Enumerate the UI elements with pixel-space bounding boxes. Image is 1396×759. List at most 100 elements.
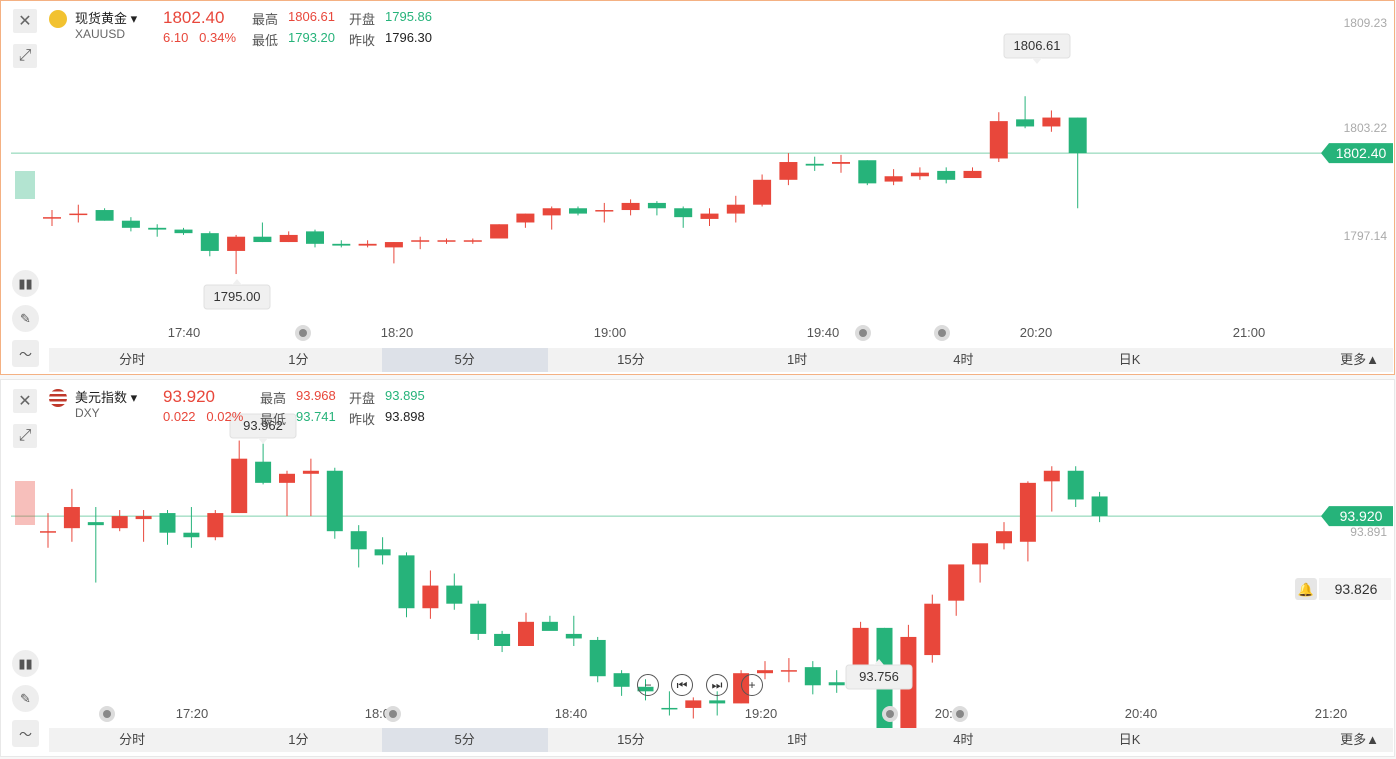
candle-body [757, 670, 773, 674]
candle-body [302, 470, 319, 474]
high-value: 1806.61 [288, 9, 335, 24]
candle-body [1016, 119, 1035, 127]
bell-glyph: 🔔 [1298, 582, 1314, 597]
prev-close-label: 昨收 [349, 33, 376, 48]
tab-3[interactable]: 15分 [617, 732, 645, 747]
zoom-out-icon[interactable]: − [637, 674, 659, 696]
candle-body [516, 213, 535, 223]
candlestick-icon[interactable]: ▮▮ [12, 270, 39, 297]
close-icon[interactable]: ✕ [13, 389, 37, 413]
tab-6[interactable]: 日K [1118, 352, 1141, 367]
step-back-icon[interactable]: ⏮ [671, 674, 693, 696]
indicator-icon[interactable]: 〜 [12, 720, 39, 747]
high-label: 最高 [252, 12, 279, 27]
high-value: 93.968 [296, 388, 336, 403]
partial-candle [15, 481, 35, 525]
candle-body [200, 233, 219, 251]
candle-body [374, 549, 391, 556]
candle-body [884, 176, 903, 182]
tab-4[interactable]: 1时 [787, 732, 808, 747]
candle-body [1091, 496, 1108, 517]
candle-body [411, 240, 430, 242]
tab-5[interactable]: 4时 [953, 352, 974, 367]
tab-2[interactable]: 5分 [381, 348, 548, 372]
high-tooltip-label: 1806.61 [1014, 38, 1061, 53]
symbol-name[interactable]: 现货黄金 ▾ [75, 11, 138, 26]
price-change: 0.022 0.02% [163, 409, 244, 424]
candle-body [709, 700, 726, 704]
x-tick-label: 21:00 [1233, 325, 1266, 340]
candle-body [227, 236, 246, 251]
tab-0[interactable]: 分时 [119, 352, 146, 367]
candle-body [111, 516, 128, 529]
candle-body [279, 234, 298, 243]
candle-body [446, 585, 463, 604]
candle-body [924, 603, 941, 656]
candle-body [135, 516, 152, 520]
candle-body [780, 670, 797, 672]
candle-body [674, 208, 693, 218]
chevron-down-icon[interactable]: ▾ [130, 390, 138, 405]
tab-1[interactable]: 1分 [288, 732, 309, 747]
candle-body [253, 236, 272, 243]
candle-body [937, 170, 956, 180]
chevron-down-icon[interactable]: ▾ [130, 11, 138, 26]
candle-body [1068, 117, 1087, 154]
indicator-icon[interactable]: 〜 [12, 340, 39, 367]
candle-body [595, 210, 614, 212]
x-tick-label: 19:00 [594, 325, 627, 340]
bell-icon [1295, 578, 1317, 600]
high-tooltip-arrow [1032, 58, 1042, 64]
symbol-name[interactable]: 美元指数 ▾ [75, 390, 138, 405]
tab-5[interactable]: 4时 [953, 732, 974, 747]
tab-7[interactable]: 更多▲ [1340, 352, 1379, 367]
event-marker-dot [956, 710, 964, 718]
candle-body [255, 461, 272, 483]
step-forward-icon[interactable]: ⏭ [706, 674, 728, 696]
pencil-icon[interactable]: ✎ [12, 685, 39, 712]
candle-body [69, 213, 88, 216]
tab-2[interactable]: 5分 [381, 728, 548, 752]
candle-body [1042, 117, 1061, 127]
candle-body [159, 513, 176, 533]
zoom-in-icon[interactable]: + [741, 674, 763, 696]
prev-close-label: 昨收 [349, 412, 376, 427]
candle-body [948, 564, 965, 601]
candle-body [148, 227, 167, 230]
timeframe-tabs: 分时 1分 5分 15分 1时 4时 日K 更多▲ [49, 728, 1393, 752]
candle-body [805, 163, 824, 166]
pencil-icon[interactable]: ✎ [12, 305, 39, 332]
low-tooltip-label: 93.756 [859, 669, 899, 684]
candle-body [332, 243, 351, 246]
symbol-code: XAUUSD [75, 27, 126, 41]
dxy-chart-panel: 93.891 93.920 93.962 93.756 17:20 18:00 18:40 1… [0, 379, 1395, 757]
candle-body [398, 555, 415, 609]
tab-6[interactable]: 日K [1118, 732, 1141, 747]
open-label: 开盘 [349, 391, 376, 406]
tab-7[interactable]: 更多▲ [1340, 732, 1379, 747]
candlestick-icon[interactable]: ▮▮ [12, 650, 39, 677]
candle-body [121, 220, 140, 228]
timeframe-tabs: 分时 1分 5分 15分 1时 4时 日K 更多▲ [49, 348, 1393, 372]
close-icon[interactable]: ✕ [13, 9, 37, 33]
expand-icon[interactable]: ⤢ [13, 424, 37, 448]
x-tick-label: 18:20 [381, 325, 414, 340]
open-value: 1795.86 [385, 9, 432, 24]
candle-body [1067, 470, 1084, 500]
y-tick-label: 1803.22 [1344, 121, 1388, 135]
current-price-tag [1321, 506, 1393, 527]
event-marker-dot [389, 710, 397, 718]
candle-body [207, 513, 224, 538]
low-tooltip-label: 1795.00 [214, 289, 261, 304]
expand-icon[interactable]: ⤢ [13, 44, 37, 68]
gold-candlestick-chart[interactable]: 1809.23 1803.22 1797.14 1802.40 1806.61 1795.… [1, 1, 1394, 346]
candle-body [613, 673, 630, 687]
candle-body [661, 707, 678, 710]
tab-0[interactable]: 分时 [119, 732, 146, 747]
candle-body [463, 240, 482, 242]
tab-1[interactable]: 1分 [288, 352, 309, 367]
tab-3[interactable]: 15分 [617, 352, 645, 367]
candle-body [87, 522, 104, 526]
tab-4[interactable]: 1时 [787, 352, 808, 367]
